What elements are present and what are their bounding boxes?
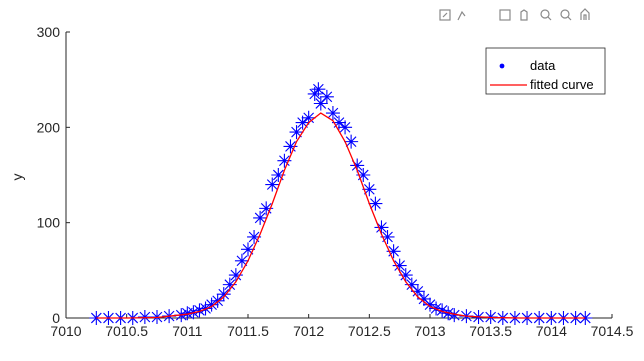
data-point [356,168,371,182]
x-tick-label: 7010 [50,323,81,339]
zoom-out-icon[interactable] [560,9,572,21]
fitted-curve-line [96,112,586,319]
data-point [338,120,353,135]
data-point [447,308,462,323]
x-tick-label: 7010.5 [105,323,148,339]
x-ticks: 7010 7010.5 7011 7011.5 7012 7012.5 7013 7013.5… [50,314,634,339]
data-point [325,106,340,121]
rotate-icon[interactable] [499,9,511,21]
data-point [311,82,326,97]
datatip-icon[interactable] [457,10,466,21]
data-point [259,201,274,216]
data-point [216,287,231,302]
data-point [380,229,395,244]
data-point [332,115,346,130]
data-point [137,310,152,325]
data-point [344,134,359,149]
data-point [204,297,219,312]
x-tick-label: 7011 [172,323,202,339]
data-point [368,196,383,211]
data-point [265,177,280,192]
data-point [313,96,328,111]
x-tick-label: 7012 [293,323,324,339]
y-ticks: 0 100 200 300 [37,24,70,326]
data-point [386,244,401,259]
data-point [253,210,268,225]
zoom-in-icon[interactable] [540,9,552,21]
x-tick-label: 7011.5 [227,323,269,339]
data-point [271,168,286,182]
data-point [319,89,334,104]
x-tick-label: 7014.5 [591,323,634,339]
data-point [247,229,262,244]
x-tick-label: 7013 [414,323,445,339]
pan-icon[interactable] [520,9,528,21]
data-point [423,297,437,312]
data-point [307,86,322,101]
data-point [416,291,431,306]
figure-toolbar[interactable] [439,8,590,21]
y-tick-label: 200 [37,119,61,135]
data-point [362,182,377,197]
y-tick-label: 100 [37,215,61,231]
data-point [228,268,243,283]
data-point [283,139,298,154]
data-point [210,293,225,308]
data-point [295,115,310,130]
x-tick-label: 7012.5 [348,323,391,339]
data-point [404,277,419,292]
data-point [410,284,425,299]
legend-data-label: data [530,58,556,73]
data-point [289,125,304,140]
y-tick-label: 300 [37,24,61,40]
y-axis-label: y [9,174,25,181]
data-point [301,110,316,125]
data-point [222,277,237,292]
legend-box [485,47,606,95]
legend-data-marker [499,63,505,69]
data-point [180,306,195,321]
data-point [277,153,292,168]
data-point [350,158,365,173]
legend: data fitted curve [485,47,606,95]
brush-icon[interactable] [439,9,451,21]
legend-fit-label: fitted curve [530,77,594,92]
home-icon[interactable] [580,8,590,20]
data-point [192,303,207,318]
data-point [392,258,407,273]
x-tick-label: 7013.5 [469,323,512,339]
data-point [241,242,255,257]
x-tick-label: 7014 [536,323,567,339]
data-point [374,220,389,235]
data-point [435,303,450,318]
data-point [398,268,413,283]
y-tick-label: 0 [52,310,60,326]
data-point [234,253,249,268]
